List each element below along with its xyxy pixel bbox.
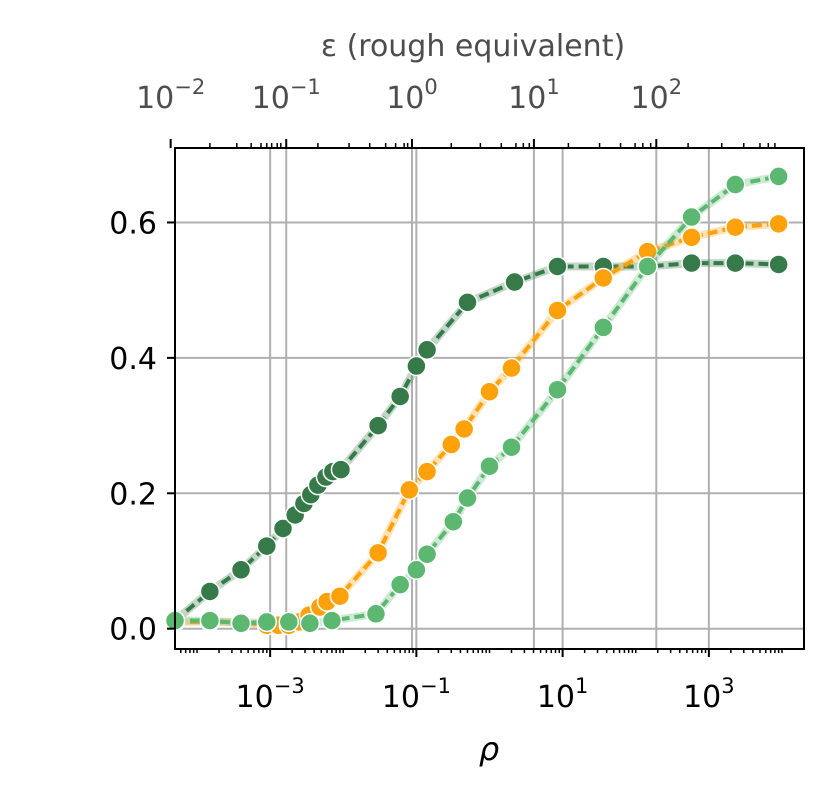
series-3-point [365,603,387,625]
top-tick-label-exponent: −1 [290,75,321,99]
series-3-point [725,174,746,195]
x-tick-label-exponent: 3 [721,674,734,698]
x-tick-label-base: 10 [382,680,420,715]
series-1-point [416,339,438,361]
series-3-point [256,611,278,633]
series-2-point [329,585,351,607]
x-tick-label-base: 10 [683,680,721,715]
series-3-point [479,455,500,477]
x-axis-label: ρ [479,730,499,768]
series-1-point [272,518,294,539]
top-tick-label-base: 10 [386,81,424,116]
top-tick-label: 101 [508,75,560,116]
series-1-point [330,459,352,480]
series-2-point [441,434,462,455]
x-axis: 10−3 10−1 101 103 [180,649,783,715]
x-tick-label-base: 10 [236,680,274,715]
top-tick-label-exponent: 1 [546,75,559,99]
top-tick-label: 10−1 [252,75,321,116]
series-3-point [547,379,568,400]
series-2-point [399,479,420,501]
x-tick-label-exponent: −1 [420,674,451,698]
series-2-point [416,461,438,482]
series-3-point [406,559,427,581]
top-tick-label-exponent: 0 [424,75,437,99]
series-layer [164,166,789,636]
top-tick-label: 10−2 [136,75,205,116]
series-1-point [504,271,525,293]
top-tick-label-exponent: 2 [669,75,682,99]
x-tick-label: 103 [683,674,735,715]
x-tick-label: 101 [537,674,589,715]
series-1-point [681,252,702,274]
y-axis: 0.0 0.2 0.4 0.6 [109,206,175,648]
y-tick-label: 0.6 [109,206,157,241]
series-3-point [230,613,252,634]
series-2-point [453,418,475,440]
series-2-point [725,216,746,238]
series-3-point [768,166,789,187]
series-3-point [278,611,300,633]
series-1-point [547,256,568,277]
x-tick-label: 10−1 [382,674,451,715]
series-3-point [321,610,343,631]
top-axis-label: ε (rough equivalent) [321,29,625,64]
top-tick-label: 102 [631,75,683,116]
series-2-point [547,300,568,321]
series-2-point [367,542,389,564]
top-tick-label-base: 10 [631,81,669,116]
series-2-point [768,213,789,235]
x-tick-label: 10−3 [236,674,305,715]
y-tick-label: 0.0 [109,613,157,648]
series-2-point [501,357,522,379]
top-tick-label-base: 10 [136,81,174,116]
x-tick-label-exponent: −3 [274,674,305,698]
series-3-point [416,543,438,565]
series-3-point [199,610,221,631]
series-3-point [501,436,522,458]
series-3-point [457,487,478,509]
series-1-point [230,559,252,581]
top-tick-label-exponent: −2 [174,75,205,99]
y-tick-label: 0.2 [109,477,157,512]
series-3-point [681,206,702,228]
x-tick-label-exponent: 1 [575,674,588,698]
series-1-point [406,355,427,377]
series-2-point [593,267,614,289]
series-2-point [681,227,702,248]
series-1-point [256,535,278,557]
series-1-point [367,415,389,436]
y-tick-label: 0.4 [109,342,157,377]
top-tick-label-base: 10 [508,81,546,116]
x-tick-label-base: 10 [537,680,575,715]
series-1-point [389,386,411,407]
top-axis: 10−2 10−1 100 101 102 [136,75,776,148]
series-3-point [299,613,321,634]
series-3-point [443,511,464,532]
series-3-point [593,317,614,338]
series-1-point [199,581,221,602]
top-tick-label: 100 [386,75,438,116]
series-3-point [389,574,411,595]
series-1-point [457,292,478,313]
series-3-point [637,256,658,277]
series-1-point [768,254,789,275]
series-2-point [479,381,500,402]
series-1-point [725,252,746,274]
top-tick-label-base: 10 [252,81,290,116]
